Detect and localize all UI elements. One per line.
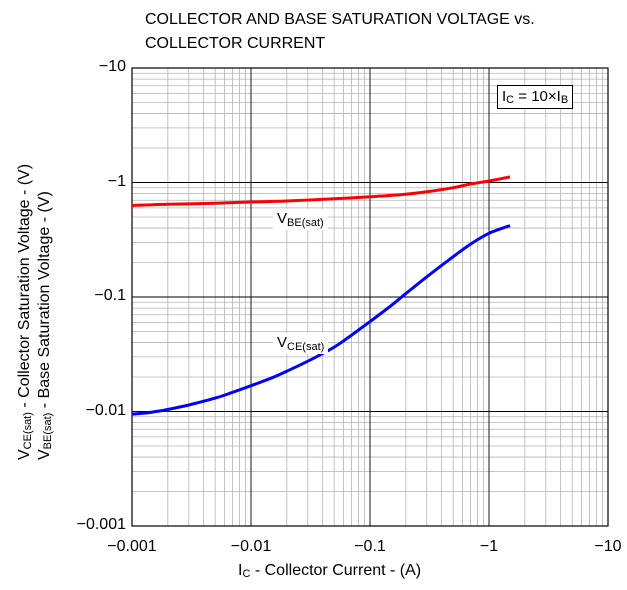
series-label-vce: VCE(sat) xyxy=(273,333,329,354)
chart-title-line-1: COLLECTOR AND BASE SATURATION VOLTAGE vs… xyxy=(145,11,535,28)
series-label-vbe-main: V xyxy=(277,210,288,227)
y-axis-label-vbe: VBE(sat) - Base Saturation Voltage - (V) xyxy=(36,191,54,460)
x-tick-label: −0.01 xyxy=(230,538,272,555)
x-tick-label: −1 xyxy=(479,538,499,555)
y-axis-label-vce: VCE(sat) - Collector Saturation Voltage … xyxy=(16,164,34,460)
series-label-vce-main: V xyxy=(277,334,288,351)
condition-ib-sub: B xyxy=(560,94,569,106)
series-label-vce-sub: CE(sat) xyxy=(287,341,325,353)
x-tick-label: −0.001 xyxy=(107,538,157,555)
y-axis-label-vbe-main: V xyxy=(36,449,53,460)
y-axis-label-vce-main: V xyxy=(16,449,33,460)
y-tick-label: −0.1 xyxy=(94,287,126,304)
condition-ic: I xyxy=(502,88,507,105)
series-line-vce xyxy=(131,224,511,416)
y-axis-label-vbe-rest: - Base Saturation Voltage - (V) xyxy=(36,191,53,413)
series-layer xyxy=(131,175,511,416)
condition-ic-sub: C xyxy=(506,94,515,106)
condition-eq: = 10×I xyxy=(514,88,561,105)
y-tick-label: −0.001 xyxy=(76,516,126,533)
series-label-vbe: VBE(sat) xyxy=(273,209,328,230)
condition-box: IC = 10×IB xyxy=(497,85,574,109)
series-line-vbe xyxy=(131,175,511,207)
y-axis-label-vce-sub: CE(sat) xyxy=(22,412,34,450)
x-tick-label: −0.1 xyxy=(354,538,386,555)
y-axis-label-vce-rest: - Collector Saturation Voltage - (V) xyxy=(16,163,33,413)
x-axis-label: IC - Collector Current - (A) xyxy=(238,562,421,580)
y-tick-label: −10 xyxy=(98,58,126,75)
x-axis-label-main: I xyxy=(238,562,243,579)
x-axis-label-sub: C xyxy=(242,568,251,580)
x-tick-label: −10 xyxy=(594,538,622,555)
y-axis-label-vbe-sub: BE(sat) xyxy=(42,412,54,450)
series-label-vbe-sub: BE(sat) xyxy=(287,217,324,229)
y-tick-label: −0.01 xyxy=(85,401,126,419)
chart-title-line-2: COLLECTOR CURRENT xyxy=(145,35,326,52)
y-tick-label: −1 xyxy=(107,172,126,190)
x-axis-label-rest: - Collector Current - (A) xyxy=(250,562,422,579)
plot-frame xyxy=(131,67,609,527)
